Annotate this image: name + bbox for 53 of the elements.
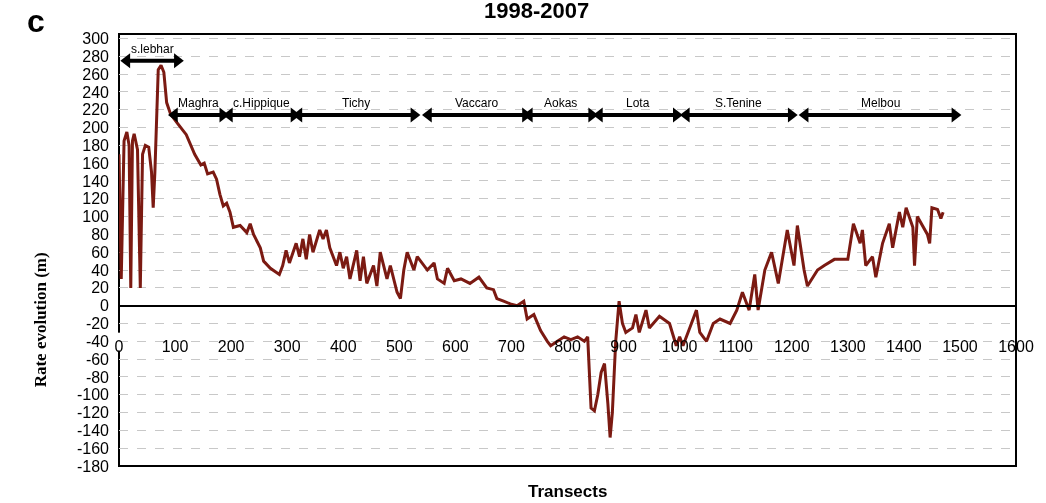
y-tick-label: -60 bbox=[85, 350, 110, 368]
x-tick-label: 100 bbox=[161, 337, 189, 355]
y-tick-label: -120 bbox=[76, 404, 110, 422]
x-tick-label: 700 bbox=[498, 337, 525, 355]
x-tick-label: 500 bbox=[385, 337, 413, 355]
series-label: c.Hippique bbox=[233, 96, 291, 110]
y-tick-label: 180 bbox=[82, 136, 110, 154]
y-tick-label: 240 bbox=[82, 83, 110, 101]
x-tick-label: 300 bbox=[273, 337, 301, 355]
series-label: s.lebhar bbox=[131, 42, 174, 56]
series-label: Tichy bbox=[342, 96, 371, 110]
series-label: Aokas bbox=[544, 96, 578, 110]
x-tick-label: 400 bbox=[329, 337, 357, 355]
y-axis-title: Rate evolution (m) bbox=[31, 252, 51, 388]
series-label: Lota bbox=[626, 96, 650, 110]
y-tick-label: 140 bbox=[82, 172, 110, 190]
x-tick-label: 1300 bbox=[830, 337, 866, 355]
y-tick-label: -80 bbox=[85, 368, 110, 386]
x-tick-label: 1500 bbox=[942, 337, 978, 355]
y-tick-label: 20 bbox=[91, 279, 110, 297]
x-tick-label: 800 bbox=[554, 337, 581, 355]
x-tick-label: 1100 bbox=[718, 337, 753, 355]
y-tick-label: 80 bbox=[91, 226, 110, 244]
x-tick-label: 200 bbox=[217, 337, 245, 355]
series-label: S.Tenine bbox=[715, 96, 763, 110]
x-tick-label: 1000 bbox=[661, 337, 698, 355]
y-tick-label: -160 bbox=[76, 439, 110, 457]
y-tick-label: 260 bbox=[82, 65, 110, 83]
x-tick-label: 1200 bbox=[773, 337, 810, 355]
series-label: Melbou bbox=[861, 96, 901, 110]
x-tick-label: 600 bbox=[442, 337, 469, 355]
y-tick-label: 0 bbox=[100, 297, 110, 315]
y-tick-label: 40 bbox=[91, 261, 110, 279]
y-tick-label: -100 bbox=[76, 386, 110, 404]
y-tick-label: -20 bbox=[85, 315, 110, 333]
y-tick-label: -140 bbox=[76, 421, 110, 439]
y-tick-label: 60 bbox=[91, 243, 110, 261]
y-tick-label: 120 bbox=[82, 190, 110, 208]
y-tick-label: -40 bbox=[85, 332, 110, 350]
y-tick-label: 100 bbox=[82, 208, 110, 226]
y-tick-label: 280 bbox=[82, 47, 110, 65]
x-tick-label: 1400 bbox=[886, 337, 922, 355]
x-axis-title: Transects bbox=[528, 482, 608, 501]
series-label: Maghra bbox=[178, 96, 220, 110]
text: c bbox=[27, 3, 45, 39]
y-tick-label: 220 bbox=[82, 101, 110, 119]
x-tick-label: 0 bbox=[114, 337, 124, 355]
y-tick-label: -180 bbox=[76, 457, 110, 475]
y-tick-label: 200 bbox=[82, 119, 110, 137]
y-tick-label: 160 bbox=[82, 154, 110, 172]
chart-title: 1998-2007 bbox=[483, 0, 590, 23]
series-label: Vaccaro bbox=[455, 96, 499, 110]
y-tick-label: 300 bbox=[82, 30, 110, 48]
